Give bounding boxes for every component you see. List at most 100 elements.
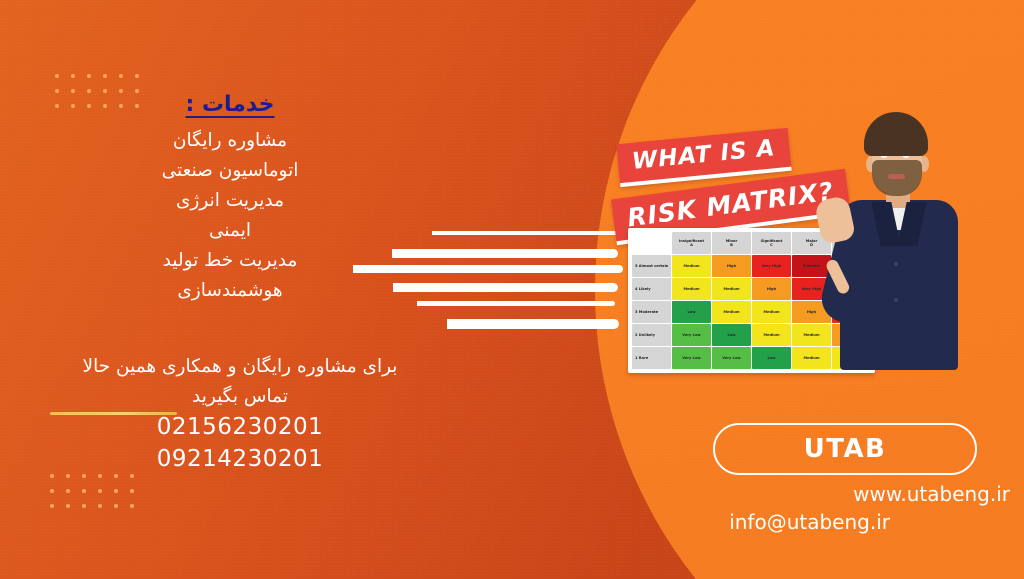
decor-dot <box>103 104 107 108</box>
decor-dot <box>87 89 91 93</box>
decor-dot <box>55 104 59 108</box>
matrix-row-header: 5 Almost certain <box>632 255 671 277</box>
service-item: ایمنی <box>209 220 251 241</box>
matrix-cell: Extreme <box>792 255 831 277</box>
decor-dot <box>98 474 102 478</box>
dot-grid-bottom-left <box>50 474 146 519</box>
service-item: مدیریت خط تولید <box>162 250 298 271</box>
service-item: هوشمندسازی <box>177 280 283 301</box>
decor-dot <box>135 74 139 78</box>
decor-dot <box>50 474 54 478</box>
cta-line-2: تماس بگیرید <box>192 386 288 407</box>
decor-dot <box>71 89 75 93</box>
speed-line <box>447 319 619 329</box>
decor-dot <box>114 474 118 478</box>
matrix-row-header: 3 Moderate <box>632 301 671 323</box>
person-button <box>894 298 898 302</box>
person-hair <box>864 112 928 156</box>
decor-dot <box>98 489 102 493</box>
cta-underline <box>50 412 177 415</box>
matrix-cell: Medium <box>712 278 751 300</box>
matrix-cell: Medium <box>752 301 791 323</box>
dot-grid-top-left <box>55 74 151 119</box>
decor-dot <box>103 89 107 93</box>
decor-dot <box>82 474 86 478</box>
website-url[interactable]: www.utabeng.ir <box>853 482 1010 506</box>
matrix-cell: High <box>712 255 751 277</box>
decor-dot <box>119 74 123 78</box>
decor-dot <box>66 474 70 478</box>
matrix-row-header: 1 Rare <box>632 347 671 369</box>
matrix-cell: Medium <box>752 324 791 346</box>
person-ear-right <box>920 156 929 172</box>
utab-brand-button[interactable]: UTAB <box>713 423 977 475</box>
matrix-cell: Medium <box>792 324 831 346</box>
matrix-cell: Low <box>712 324 751 346</box>
person-pointing-illustration <box>813 112 968 370</box>
decor-dot <box>71 104 75 108</box>
risk-matrix-table: InsignificantAMinorBSignificantCMajorDSe… <box>628 228 875 373</box>
matrix-column-header: Insignificant A <box>672 232 711 254</box>
cta-line-1: برای مشاوره رایگان و همکاری همین حالا <box>82 356 398 377</box>
cta-text: برای مشاوره رایگان و همکاری همین حالا تم… <box>45 352 435 412</box>
matrix-column-header: Minor B <box>712 232 751 254</box>
decor-dot <box>119 104 123 108</box>
phone-number-mobile[interactable]: 09214230201 <box>156 446 324 472</box>
speed-line <box>353 265 623 273</box>
matrix-cell: High <box>792 301 831 323</box>
decor-dot <box>55 89 59 93</box>
decor-dot <box>103 74 107 78</box>
utab-brand-label: UTAB <box>803 434 887 464</box>
decor-dot <box>114 489 118 493</box>
speed-line <box>417 301 615 306</box>
table-body: 5 Almost certain Medium High Very High Extre… <box>632 255 871 369</box>
risk-matrix-graphic: WHAT IS A RISK MATRIX? Insignificant A Min… <box>610 118 1010 373</box>
speed-line <box>392 249 618 258</box>
decor-dot <box>135 89 139 93</box>
decor-dot <box>130 504 134 508</box>
decor-dot <box>82 489 86 493</box>
decor-dot <box>135 104 139 108</box>
decor-dot <box>82 504 86 508</box>
service-item: مشاوره رایگان <box>172 130 288 151</box>
matrix-cell: High <box>752 278 791 300</box>
email-address[interactable]: info@utabeng.ir <box>729 510 890 534</box>
decor-dot <box>119 89 123 93</box>
matrix-cell: Very Low <box>672 347 711 369</box>
decor-dot <box>87 74 91 78</box>
matrix-cell: Medium <box>792 347 831 369</box>
person-button <box>894 262 898 266</box>
matrix-cell: Medium <box>672 255 711 277</box>
matrix-column-header: Significant C <box>752 232 791 254</box>
matrix-cell: Very High <box>752 255 791 277</box>
decor-dot <box>130 474 134 478</box>
decor-dot <box>66 489 70 493</box>
service-item: مدیریت انرژی <box>175 190 285 211</box>
phone-number-landline[interactable]: 02156230201 <box>156 414 324 440</box>
decor-dot <box>114 504 118 508</box>
matrix-cell: Medium <box>712 301 751 323</box>
services-list: مشاوره رایگان اتوماسیون صنعتی مدیریت انر… <box>120 126 340 306</box>
matrix-cell: Low <box>672 301 711 323</box>
matrix-cell: Very Low <box>672 324 711 346</box>
matrix-cell: Medium <box>672 278 711 300</box>
speed-line <box>393 283 618 292</box>
decor-dot <box>71 74 75 78</box>
person-ear-left <box>866 156 875 172</box>
matrix-cell: Very Low <box>712 347 751 369</box>
matrix-cell: Low <box>752 347 791 369</box>
decor-dot <box>130 489 134 493</box>
services-title: خدمات : <box>185 92 275 117</box>
person-mouth <box>888 174 905 179</box>
service-item: اتوماسیون صنعتی <box>161 160 299 181</box>
matrix-row-header: 4 Likely <box>632 278 671 300</box>
matrix-corner-cell <box>632 232 671 254</box>
decor-dot <box>50 504 54 508</box>
risk-matrix-grid: InsignificantAMinorBSignificantCMajorDSe… <box>631 231 872 370</box>
speed-line <box>432 231 617 235</box>
decor-dot <box>87 104 91 108</box>
decor-dot <box>66 504 70 508</box>
decor-dot <box>98 504 102 508</box>
matrix-row-header: 2 Unlikely <box>632 324 671 346</box>
